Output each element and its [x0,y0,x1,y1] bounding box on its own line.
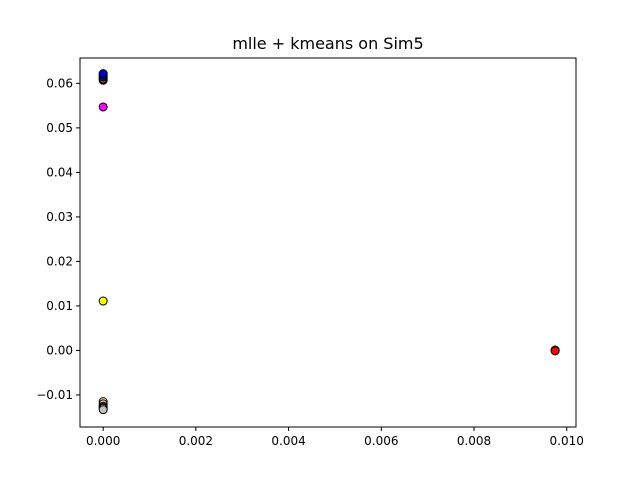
x-tick-label: 0.000 [86,434,120,448]
data-point [550,346,560,356]
plot-frame [79,57,577,428]
y-tick-label: 0.02 [46,254,73,268]
data-point [98,102,108,112]
data-point [98,69,108,79]
y-tick-label: 0.01 [46,299,73,313]
x-tick-label: 0.006 [364,434,398,448]
x-tick-label: 0.004 [271,434,305,448]
y-axis: −0.01 0.00 0.01 0.02 0.03 0.04 0.05 0.06 [36,76,80,402]
y-tick-label: −0.01 [36,388,73,402]
x-tick-label: 0.008 [457,434,491,448]
x-tick-label: 0.002 [179,434,213,448]
chart-title: mlle + kmeans on Sim5 [232,34,423,53]
x-tick-label: 0.010 [550,434,584,448]
y-tick-label: 0.06 [46,76,73,90]
y-tick-label: 0.03 [46,210,73,224]
plot-marks [98,69,560,415]
y-tick-label: 0.00 [46,343,73,357]
y-tick-label: 0.05 [46,121,73,135]
y-tick-label: 0.04 [46,165,73,179]
data-point [98,296,108,306]
x-axis: 0.000 0.002 0.004 0.006 0.008 0.010 [86,427,584,448]
data-point [98,405,108,415]
